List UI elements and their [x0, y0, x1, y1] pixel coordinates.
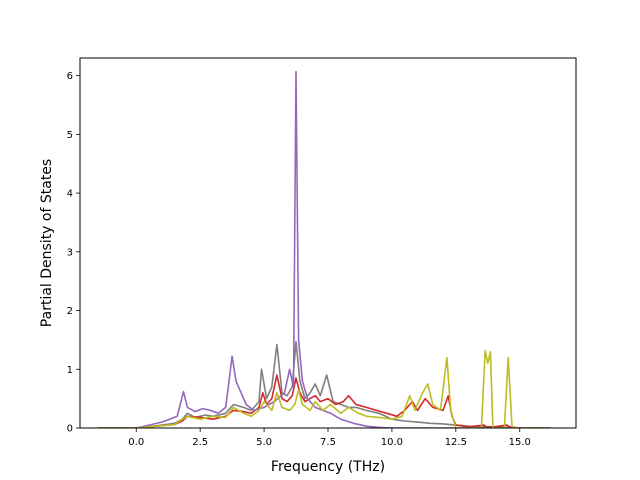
series-layer — [97, 70, 551, 428]
pdos-series-line-1 — [97, 340, 551, 428]
y-tick-label: 1 — [67, 365, 73, 376]
x-tick-label: 10.0 — [381, 437, 403, 448]
axes-frame — [79, 57, 577, 429]
x-tick-label: 7.5 — [320, 437, 336, 448]
y-tick-label: 3 — [67, 247, 73, 258]
y-axis-label: Partial Density of States — [39, 159, 55, 327]
y-axis-ticks: 0 1 2 3 4 5 6 — [67, 71, 80, 435]
x-tick-label: 12.5 — [445, 437, 467, 448]
y-tick-label: 5 — [67, 130, 73, 141]
x-tick-label: 5.0 — [256, 437, 272, 448]
y-tick-label: 4 — [67, 189, 73, 200]
x-tick-label: 0.0 — [128, 437, 144, 448]
x-axis-label: Frequency (THz) — [271, 459, 385, 475]
pdos-series-line-3 — [97, 70, 551, 428]
y-tick-label: 6 — [67, 71, 73, 82]
x-tick-label: 15.0 — [509, 437, 531, 448]
x-tick-label: 2.5 — [192, 437, 208, 448]
y-tick-label: 2 — [67, 306, 73, 317]
pdos-series-line-4 — [97, 349, 551, 428]
x-axis-ticks: 0.0 2.5 5.0 7.5 10.0 12.5 15.0 — [128, 428, 531, 448]
y-tick-label: 0 — [67, 424, 73, 435]
